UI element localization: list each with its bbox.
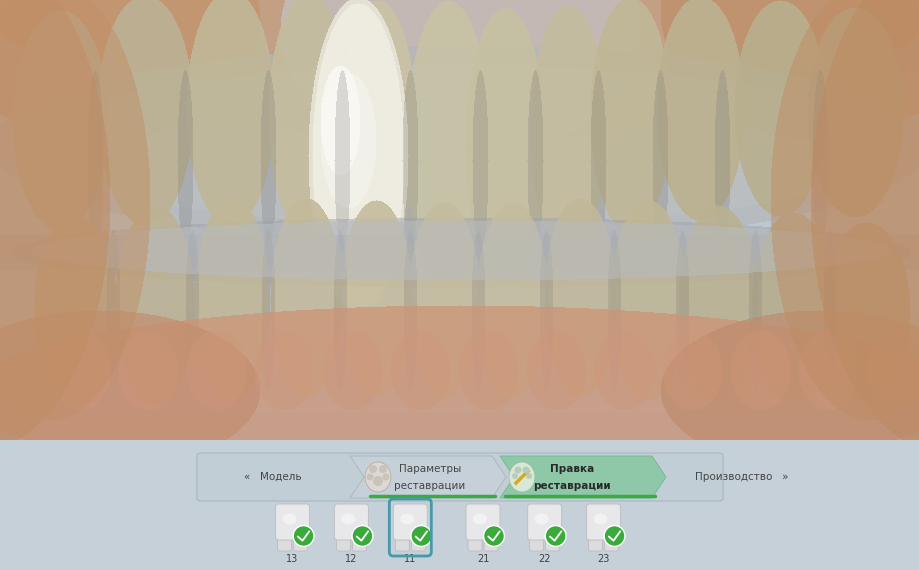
Circle shape: [293, 526, 313, 547]
Text: 22: 22: [538, 554, 550, 564]
Ellipse shape: [472, 514, 486, 524]
Text: 13: 13: [286, 554, 299, 564]
Circle shape: [522, 466, 529, 474]
Ellipse shape: [508, 462, 535, 492]
Circle shape: [372, 476, 382, 486]
Text: реставрации: реставрации: [394, 481, 465, 491]
Text: реставрации: реставрации: [533, 481, 610, 491]
Circle shape: [379, 465, 387, 473]
Circle shape: [514, 466, 521, 474]
Ellipse shape: [341, 514, 355, 524]
FancyBboxPatch shape: [588, 534, 602, 551]
FancyBboxPatch shape: [528, 504, 561, 540]
FancyBboxPatch shape: [529, 534, 543, 551]
FancyBboxPatch shape: [483, 534, 497, 551]
FancyBboxPatch shape: [336, 534, 350, 551]
FancyBboxPatch shape: [604, 534, 618, 551]
Polygon shape: [499, 456, 665, 498]
Circle shape: [382, 474, 389, 481]
FancyBboxPatch shape: [468, 534, 482, 551]
Ellipse shape: [534, 514, 548, 524]
FancyBboxPatch shape: [586, 504, 619, 540]
FancyBboxPatch shape: [395, 534, 409, 551]
FancyBboxPatch shape: [393, 504, 426, 540]
Bar: [0, 440, 919, 570]
Text: 11: 11: [403, 554, 416, 564]
Ellipse shape: [282, 514, 296, 524]
Ellipse shape: [593, 514, 607, 524]
FancyBboxPatch shape: [293, 534, 307, 551]
Text: 23: 23: [596, 554, 609, 564]
Circle shape: [526, 473, 531, 479]
Circle shape: [366, 474, 373, 481]
Text: Параметры: Параметры: [399, 465, 460, 474]
Circle shape: [512, 473, 517, 479]
Circle shape: [352, 526, 372, 547]
FancyBboxPatch shape: [545, 534, 559, 551]
Ellipse shape: [400, 514, 414, 524]
Polygon shape: [349, 456, 505, 498]
Text: 12: 12: [345, 554, 357, 564]
Circle shape: [411, 526, 431, 547]
FancyBboxPatch shape: [352, 534, 366, 551]
Text: «   Модель: « Модель: [244, 472, 301, 482]
Ellipse shape: [365, 462, 391, 492]
Text: Правка: Правка: [550, 465, 594, 474]
Circle shape: [483, 526, 504, 547]
FancyBboxPatch shape: [197, 453, 722, 501]
FancyBboxPatch shape: [278, 534, 291, 551]
Circle shape: [369, 465, 377, 473]
FancyBboxPatch shape: [335, 504, 368, 540]
FancyBboxPatch shape: [276, 504, 309, 540]
Circle shape: [545, 526, 565, 547]
Circle shape: [604, 526, 624, 547]
Text: Производство   »: Производство »: [695, 472, 788, 482]
Text: 21: 21: [476, 554, 489, 564]
FancyBboxPatch shape: [466, 504, 499, 540]
FancyBboxPatch shape: [411, 534, 425, 551]
